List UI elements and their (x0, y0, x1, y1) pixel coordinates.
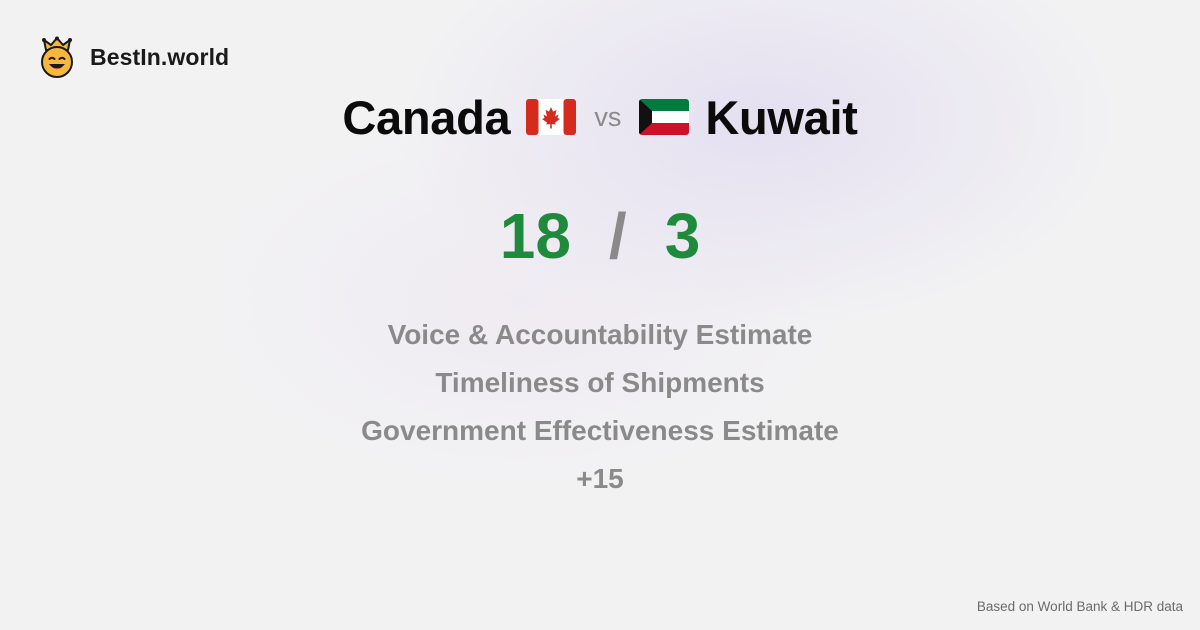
more-metrics-count: +15 (576, 463, 624, 494)
right-score: 3 (664, 200, 701, 272)
score-row: 18 / 3 (0, 196, 1200, 276)
metric-item: Government Effectiveness Estimate (361, 415, 839, 446)
brand-name: BestIn.world (90, 43, 230, 70)
crown-smiley-icon (38, 36, 76, 78)
metric-item: Timeliness of Shipments (435, 367, 765, 398)
metric-item: Voice & Accountability Estimate (387, 319, 813, 350)
left-country-name: Canada (342, 90, 511, 144)
kuwait-flag-icon (639, 99, 690, 135)
vs-label: vs (594, 101, 622, 132)
canada-flag-icon (526, 99, 577, 135)
metric-list: Voice & Accountability Estimate Timeline… (0, 314, 1200, 506)
brand-logo[interactable]: BestIn.world (38, 36, 229, 78)
score-separator: / (608, 200, 627, 272)
data-source-note: Based on World Bank & HDR data (976, 599, 1183, 614)
left-score: 18 (499, 200, 571, 272)
right-country-name: Kuwait (705, 90, 858, 144)
comparison-title: Canada vs Kuwait (0, 86, 1200, 148)
